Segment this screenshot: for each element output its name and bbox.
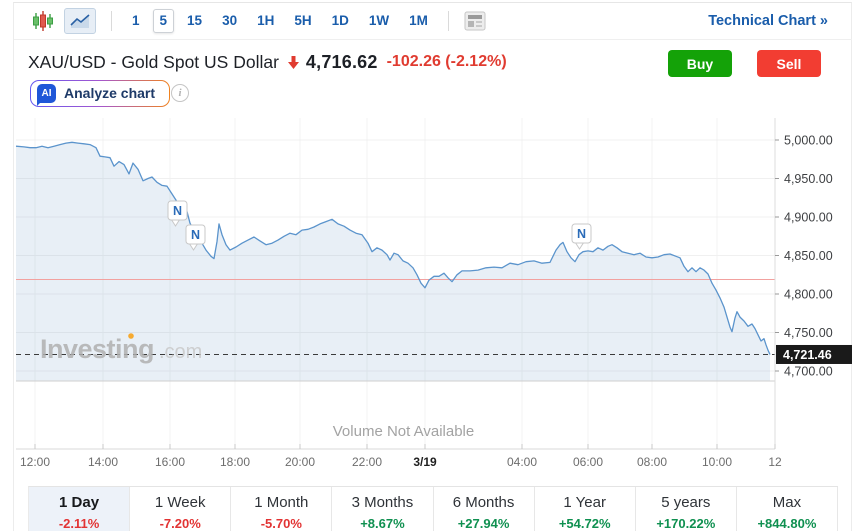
- period-change-value: +170.22%: [656, 516, 716, 531]
- x-axis-label: 3/19: [413, 455, 437, 469]
- x-axis-label: 22:00: [352, 455, 382, 469]
- news-marker[interactable]: [167, 200, 188, 221]
- last-price: 4,716.62: [305, 51, 378, 72]
- period-change-value: -5.70%: [260, 516, 302, 531]
- x-axis-label: 20:00: [285, 455, 315, 469]
- y-axis-label: 4,700.00: [784, 365, 833, 379]
- last-price-tag-value: 4,721.46: [783, 348, 832, 362]
- news-marker[interactable]: [571, 223, 592, 244]
- y-axis-label: 4,950.00: [784, 172, 833, 186]
- price-chart-canvas[interactable]: 5,000.00 4,950.00 4,900.00 4,850.00 4,800.00…: [0, 118, 862, 486]
- news-marker-letter[interactable]: N: [191, 228, 200, 242]
- chart-toolbar: 1 5 15 30 1H 5H 1D 1W 1M Technical Chart »: [14, 2, 852, 40]
- period-tab-max[interactable]: Max +844.80%: [736, 487, 838, 531]
- timeframe-button-1w[interactable]: 1W: [368, 12, 390, 28]
- news-panel-icon: [464, 11, 486, 30]
- x-axis-label: 12: [768, 455, 782, 469]
- candlestick-icon: [33, 10, 53, 31]
- performance-period-bar: 1 Day -2.11% 1 Week -7.20% 1 Month -5.70% 3 Mo…: [28, 486, 838, 531]
- x-axis-label: 04:00: [507, 455, 537, 469]
- sell-button[interactable]: Sell: [757, 50, 821, 77]
- timeframe-button-15[interactable]: 15: [187, 12, 203, 28]
- price-down-arrow-icon: [287, 55, 299, 69]
- y-axis-label: 4,850.00: [784, 249, 833, 263]
- timeframe-button-5h[interactable]: 5H: [294, 12, 312, 28]
- price-line: [15, 141, 771, 355]
- line-chart-icon: [70, 13, 90, 28]
- info-icon[interactable]: i: [171, 84, 189, 102]
- ai-analyze-chart-button[interactable]: AI Analyze chart: [30, 80, 170, 107]
- analyze-chart-label: Analyze chart: [64, 85, 156, 101]
- watermark-orange-dot: [128, 333, 134, 339]
- buy-button[interactable]: Buy: [668, 50, 732, 77]
- x-axis-label: 06:00: [573, 455, 603, 469]
- price-change: -102.26 (-2.12%): [386, 53, 507, 70]
- line-chart-button[interactable]: [64, 7, 96, 34]
- news-panel-button[interactable]: [459, 8, 491, 34]
- news-marker[interactable]: [185, 224, 206, 245]
- period-label: 3 Months: [351, 494, 414, 511]
- timeframe-button-1[interactable]: 1: [132, 12, 140, 28]
- timeframe-button-1h[interactable]: 1H: [257, 12, 275, 28]
- timeframe-button-1d[interactable]: 1D: [331, 12, 349, 28]
- instrument-header: XAU/USD - Gold Spot US Dollar 4,716.62 -…: [28, 42, 507, 82]
- period-tab-1-year[interactable]: 1 Year +54.72%: [534, 487, 636, 531]
- x-axis-label: 10:00: [702, 455, 732, 469]
- x-axis-label: 16:00: [155, 455, 185, 469]
- x-axis-label: 14:00: [88, 455, 118, 469]
- ai-row: AI Analyze chart i: [30, 79, 189, 107]
- watermark-investing: Investing: [40, 334, 154, 364]
- timeframe-selector: 1 5 15 30 1H 5H 1D 1W 1M: [122, 8, 438, 33]
- toolbar-divider: [111, 10, 112, 31]
- period-tab-5-years[interactable]: 5 years +170.22%: [635, 487, 737, 531]
- period-label: 6 Months: [452, 494, 515, 511]
- period-label: 5 years: [661, 494, 711, 511]
- x-axis-label: 18:00: [220, 455, 250, 469]
- news-marker-letter[interactable]: N: [577, 227, 586, 241]
- period-change-value: -2.11%: [58, 516, 100, 531]
- x-axis-label: 12:00: [20, 455, 50, 469]
- timeframe-button-1m[interactable]: 1M: [409, 12, 428, 28]
- period-label: 1 Day: [59, 494, 100, 511]
- period-change-value: +8.67%: [360, 516, 405, 531]
- period-tab-1-week[interactable]: 1 Week -7.20%: [130, 487, 232, 531]
- toolbar-divider: [447, 10, 449, 31]
- period-change-value: -7.20%: [159, 516, 201, 531]
- y-axis-label: 5,000.00: [784, 134, 833, 148]
- timeframe-button-30[interactable]: 30: [222, 12, 238, 28]
- period-label: 1 Month: [254, 494, 309, 511]
- period-change-value: +54.72%: [558, 516, 611, 531]
- ai-badge-icon: AI: [37, 83, 56, 106]
- period-label: Max: [772, 494, 802, 511]
- period-tab-3-months[interactable]: 3 Months +8.67%: [332, 487, 434, 531]
- period-tab-1-month[interactable]: 1 Month -5.70%: [231, 487, 333, 531]
- period-label: 1 Year: [563, 494, 606, 511]
- y-axis-label: 4,750.00: [784, 326, 833, 340]
- instrument-title: XAU/USD - Gold Spot US Dollar: [28, 51, 279, 72]
- period-tab-1-day[interactable]: 1 Day -2.11%: [29, 487, 131, 531]
- x-axis-label: 08:00: [637, 455, 667, 469]
- candlestick-chart-button[interactable]: [27, 8, 59, 34]
- last-price-tag: [776, 344, 852, 364]
- period-label: 1 Week: [154, 494, 206, 511]
- price-area-fill: [16, 142, 770, 381]
- timeframe-button-5[interactable]: 5: [152, 8, 175, 33]
- period-change-value: +27.94%: [457, 516, 510, 531]
- news-marker-letter[interactable]: N: [173, 204, 182, 218]
- period-change-value: +844.80%: [757, 516, 817, 531]
- technical-chart-link[interactable]: Technical Chart »: [708, 12, 828, 29]
- y-axis-label: 4,800.00: [784, 288, 833, 302]
- watermark-dot-com: .com: [159, 341, 202, 363]
- period-tab-6-months[interactable]: 6 Months +27.94%: [433, 487, 535, 531]
- y-axis-label: 4,900.00: [784, 211, 833, 225]
- volume-not-available-label: Volume Not Available: [333, 423, 474, 440]
